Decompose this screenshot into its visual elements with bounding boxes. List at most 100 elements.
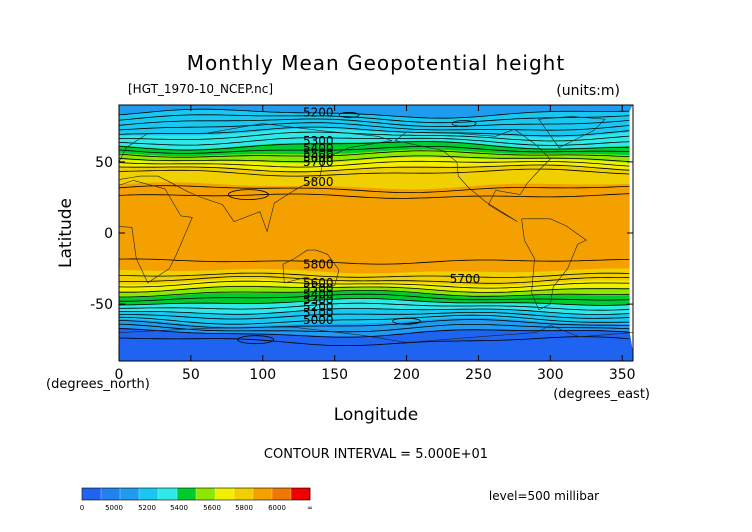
contour-label-3: 5500: [303, 147, 334, 161]
contour-label-1: 5300: [303, 134, 334, 148]
colorbar-swatch-1: [101, 488, 121, 500]
continent-antarctica: [119, 325, 633, 343]
continent-europe-asia: [119, 123, 393, 233]
contour-line-14: [119, 272, 630, 278]
contour-line-21: [119, 302, 630, 311]
x-tick-label-0: 0: [115, 367, 124, 383]
y-axis-label: Latitude: [56, 198, 76, 268]
colorbar-swatch-4: [158, 488, 178, 500]
x-axis-ticks: 0 50 100 150 200 250 300 350: [115, 105, 636, 383]
colorbar-swatch-8: [234, 488, 254, 500]
contour-label-14: 5100: [303, 306, 334, 320]
contour-line-24: [119, 314, 630, 325]
contour-line-7: [119, 141, 630, 151]
contour-line-8: [119, 145, 630, 154]
x-tick-label-100: 100: [249, 367, 276, 383]
contour-label-8: 5700: [450, 272, 481, 286]
contour-line-10: [119, 155, 630, 163]
x-tick-label-250: 250: [465, 367, 492, 383]
contour-line-29: [119, 193, 630, 199]
colorbar-label-7: ∞: [307, 504, 313, 512]
colorbar-swatch-10: [272, 488, 292, 500]
colorbar-swatch-0: [82, 488, 102, 500]
dataset-filename: [HGT_1970-10_NCEP.nc]: [128, 82, 273, 96]
contour-line-3: [119, 122, 630, 131]
contour-line-30: [119, 258, 630, 265]
contour-label-2: 5400: [303, 141, 334, 155]
closed-contour-1: [451, 120, 477, 127]
contour-label-4: 5600: [303, 151, 334, 165]
contour-label-12: 5300: [303, 293, 334, 307]
x-tick-label-350: 350: [609, 367, 636, 383]
contour-line-11: [119, 160, 630, 168]
contour-line-26: [119, 323, 630, 333]
contour-line-20: [119, 297, 630, 306]
colorbar-label-0: 0: [80, 504, 84, 512]
x-axis-label: Longitude: [334, 405, 419, 425]
colorbar-label-2: 5200: [138, 504, 156, 512]
chart-title: Monthly Mean Geopotential height: [187, 51, 565, 75]
continent-south-america: [521, 218, 587, 311]
contour-lines: [119, 108, 630, 347]
y-tick-label--50: -50: [90, 297, 113, 313]
contour-line-6: [119, 137, 630, 146]
contour-line-17: [119, 285, 630, 293]
contour-label-9: 5600: [303, 276, 334, 290]
plot-area: 5200530054005500560057005800580057005600…: [119, 105, 633, 361]
x-tick-label-150: 150: [321, 367, 348, 383]
contour-line-28: [119, 185, 630, 194]
contour-interval: CONTOUR INTERVAL = 5.000E+01: [264, 447, 488, 462]
contour-label-5: 5700: [303, 155, 334, 169]
contour-line-9: [119, 150, 630, 158]
contour-label-13: 5200: [303, 300, 334, 314]
contour-label-15: 5000: [303, 313, 334, 327]
y-tick-label-0: 0: [104, 226, 113, 242]
colorbar-label-5: 5800: [235, 504, 253, 512]
color-band-7: [119, 182, 630, 236]
continent-australia: [282, 249, 340, 288]
contour-line-13: [119, 168, 630, 177]
continent-africa: [119, 180, 193, 284]
contour-label-6: 5800: [303, 175, 334, 189]
colorbar-swatch-9: [253, 488, 273, 500]
x-tick-label-50: 50: [182, 367, 200, 383]
x-unit-label: (degrees_east): [553, 387, 650, 402]
colorbar-swatch-7: [215, 488, 235, 500]
contour-line-1: [119, 114, 630, 124]
contour-label-0: 5200: [303, 105, 334, 119]
contour-line-18: [119, 289, 630, 298]
contour-line-16: [119, 280, 630, 289]
contour-line-22: [119, 308, 630, 315]
units-label: (units:m): [556, 83, 620, 99]
contour-line-5: [119, 131, 630, 142]
contour-labels: 5200530054005500560057005800580057005600…: [303, 105, 481, 327]
contour-label-10: 5500: [303, 282, 334, 296]
closed-contour-0: [338, 112, 360, 118]
contour-line-15: [119, 275, 630, 284]
colorbar-label-4: 5600: [203, 504, 221, 512]
colorbar-swatch-2: [120, 488, 140, 500]
contour-line-27: [119, 328, 630, 338]
color-band-8: [119, 230, 630, 274]
closed-contour-3: [237, 335, 274, 345]
continent-greenland: [538, 116, 606, 148]
contour-line-31: [119, 336, 630, 347]
contour-line-2: [119, 118, 630, 128]
closed-contour-4: [227, 189, 269, 201]
colorbar-swatch-6: [196, 488, 216, 500]
colorbar: 0 5000 5200 5400 5600 5800 6000 ∞: [80, 487, 313, 512]
y-tick-label-50: 50: [95, 155, 113, 171]
colorbar-frame: [81, 487, 311, 501]
colorbar-swatch-3: [139, 488, 159, 500]
contour-line-0: [119, 108, 630, 119]
continent-north-america: [394, 128, 551, 222]
continent-outlines: [119, 116, 633, 343]
contour-line-23: [119, 311, 630, 320]
closed-contour-2: [392, 317, 421, 325]
level-label: level=500 millibar: [489, 489, 599, 503]
contour-line-19: [119, 293, 630, 302]
y-unit-label: (degrees_north): [46, 377, 150, 392]
contour-label-7: 5800: [303, 258, 334, 272]
colorbar-label-1: 5000: [105, 504, 123, 512]
